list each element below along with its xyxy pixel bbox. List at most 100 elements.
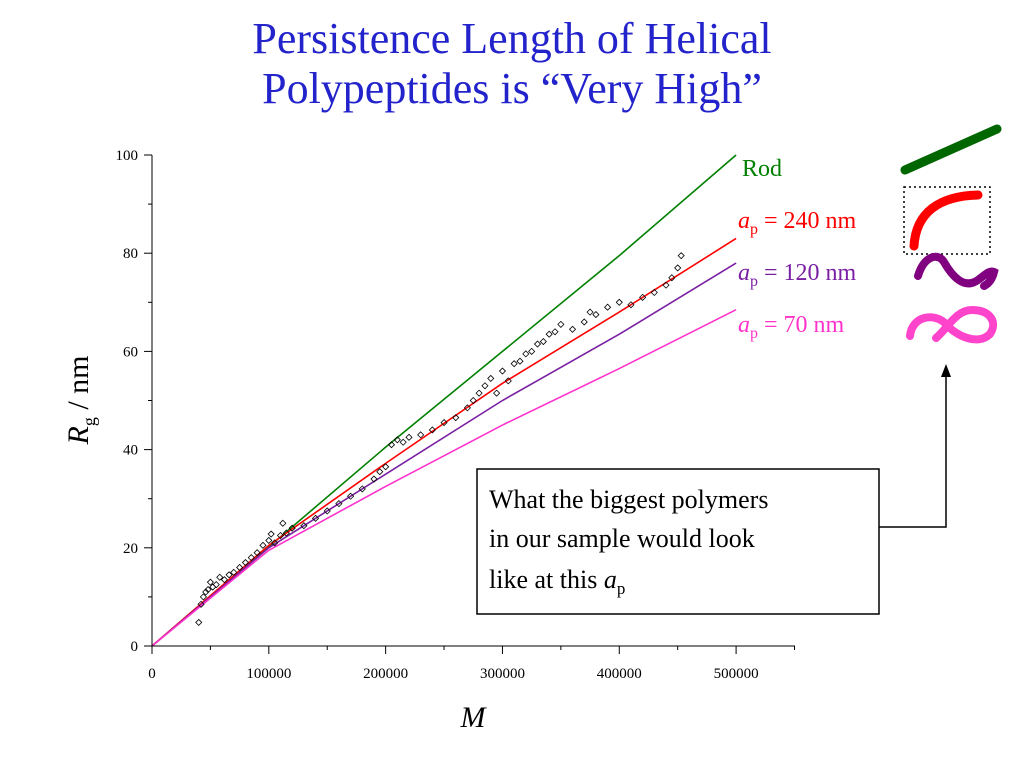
data-point [469,396,477,405]
data-point [615,298,623,306]
data-point [539,338,547,346]
callout-box [476,468,880,615]
data-point [347,492,355,500]
data-point [677,252,685,260]
data-point [236,563,244,572]
data-point [199,593,207,601]
data-point [216,573,224,581]
data-point [417,431,425,439]
data-point [557,320,565,328]
data-point [282,529,290,537]
data-point [428,426,436,434]
data-point [311,514,320,522]
highlight-dotted-box [903,186,991,255]
data-point [545,330,553,338]
data-point [493,389,501,397]
y-axis-title-unit: / nm [62,356,95,418]
data-point [202,588,210,596]
data-point [241,558,250,567]
callout-line-3: like at this ap [489,565,625,598]
data-point [668,274,676,282]
data-point [487,374,495,382]
svg-text:Rg / nm: Rg / nm [62,356,99,446]
data-point [276,531,285,540]
series-label-rod: Rod [742,156,782,182]
data-point [475,389,483,397]
y-tick-label: 40 [123,443,138,459]
series-line-3 [151,308,737,647]
data-point [197,600,205,608]
data-point [376,468,384,476]
data-point [568,325,577,333]
data-point [516,357,524,365]
data-point [627,301,635,309]
series-line-1 [151,237,737,647]
data-point [498,367,507,375]
y-axis-title: Rg / nm [62,356,99,446]
y-tick-label: 20 [123,541,138,557]
data-point [522,350,530,358]
data-point [358,485,366,493]
data-point [639,293,647,301]
data-point [481,382,489,390]
series-line-2 [151,262,737,647]
x-tick-label: 500000 [714,666,759,682]
y-axis-title-symbol: R [62,426,95,445]
data-point [580,318,588,326]
title-line-1: Persistence Length of Helical [252,14,772,63]
data-point [528,347,536,355]
x-tick-label: 0 [148,666,156,682]
data-point [323,507,331,515]
callout-line-1: What the biggest polymers [489,485,768,514]
arrow-up-icon [941,364,951,377]
data-point [510,360,518,368]
y-tick-label: 100 [116,148,139,164]
data-point [206,578,214,586]
data-point [225,571,233,579]
x-tick-label: 100000 [246,666,291,682]
coil-120-icon [914,252,999,290]
data-point [504,377,512,385]
y-tick-label: 0 [131,639,139,655]
data-point [271,539,279,547]
data-point [212,581,220,589]
series-label-ap240: ap = 240 nm [738,208,857,238]
data-point [267,530,275,538]
x-tick-label: 300000 [480,666,525,682]
data-point [387,441,396,449]
data-point [463,404,471,412]
data-point [592,311,600,319]
data-point [279,519,287,527]
x-axis-title: M [460,701,488,734]
coil-70-icon [906,305,998,344]
data-point [230,568,238,576]
x-tick-label: 200000 [363,666,408,682]
data-point [300,522,308,530]
data-point [288,524,296,532]
data-point [204,585,212,594]
data-point [253,549,261,557]
title-line-2: Polypeptides is “Very High” [262,64,762,113]
data-point [440,419,448,427]
y-tick-label: 80 [123,246,138,262]
data-point [195,618,203,626]
data-point [405,433,413,441]
data-point [533,340,542,348]
data-point [399,438,407,446]
data-point [551,328,559,336]
callout-connector [879,376,947,528]
callout-line-2: in our sample would look [489,524,755,553]
data-point [220,576,228,584]
y-tick-label: 60 [123,344,138,360]
data-point [650,288,658,297]
data-point [393,436,401,444]
series-label-ap120: ap = 120 nm [738,260,857,290]
data-point [259,541,267,549]
y-axis-title-sub: g [79,417,99,426]
data-point [674,264,682,272]
data-point [604,303,612,311]
data-point [265,536,273,545]
data-point [335,500,343,508]
data-point [586,308,594,316]
